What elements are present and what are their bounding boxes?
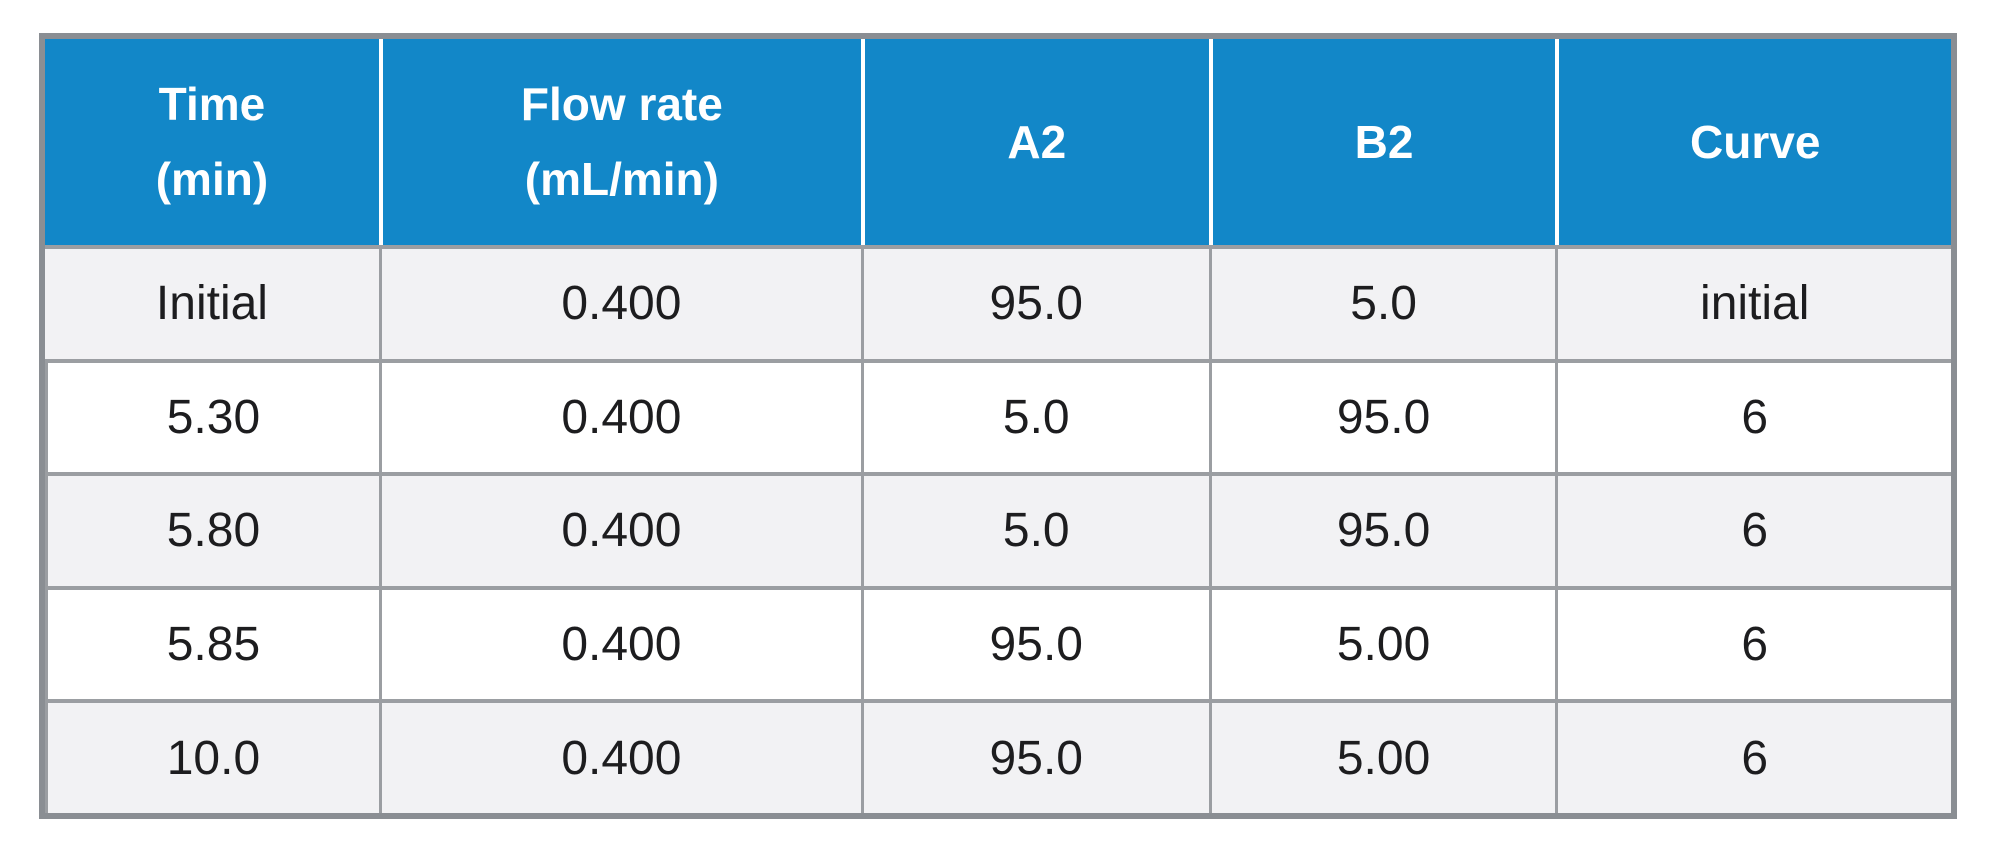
header-cell-b2: B2 <box>1208 39 1556 245</box>
table-cell: 6 <box>1555 358 1951 473</box>
table-cell: initial <box>1555 245 1951 359</box>
table-cell: 5.00 <box>1208 585 1556 700</box>
header-cell-a2: A2 <box>860 39 1209 245</box>
table-cell: 10.0 <box>45 699 379 813</box>
header-label-line: Flow rate <box>520 78 723 131</box>
table-cell: 95.0 <box>860 585 1209 700</box>
table-cell: 5.0 <box>860 472 1209 586</box>
header-cell-flow-rate: Flow rate (mL/min) <box>378 39 861 245</box>
table-cell: 5.0 <box>860 358 1209 473</box>
table-cell: 0.400 <box>378 472 861 586</box>
table-cell: 6 <box>1555 472 1951 586</box>
header-label-line: B2 <box>1354 115 1414 168</box>
table-cell: 0.400 <box>378 699 861 813</box>
table-cell: Initial <box>45 245 379 359</box>
table-cell: 5.85 <box>45 585 379 700</box>
header-cell-curve: Curve <box>1555 39 1951 245</box>
header-cell-time: Time (min) <box>45 39 379 245</box>
table-cell: 95.0 <box>860 699 1209 813</box>
table-cell: 6 <box>1555 699 1951 813</box>
header-label-line: Curve <box>1690 115 1821 168</box>
header-label-line: (mL/min) <box>524 153 719 205</box>
table-cell: 5.30 <box>45 358 379 473</box>
table-cell: 6 <box>1555 585 1951 700</box>
table-cell: 0.400 <box>378 245 861 359</box>
header-label-line: A2 <box>1007 115 1067 168</box>
table-cell: 95.0 <box>1208 358 1556 473</box>
table-cell: 5.0 <box>1208 245 1556 359</box>
header-label-line: Time <box>158 78 266 131</box>
table-cell: 95.0 <box>860 245 1209 359</box>
table-cell: 0.400 <box>378 358 861 473</box>
table-cell: 95.0 <box>1208 472 1556 586</box>
table-cell: 0.400 <box>378 585 861 700</box>
gradient-method-table: Time (min) Flow rate (mL/min) A2 B2 Curv… <box>39 33 1957 819</box>
table-cell: 5.80 <box>45 472 379 586</box>
header-label-line: (min) <box>155 153 269 205</box>
table-cell: 5.00 <box>1208 699 1556 813</box>
